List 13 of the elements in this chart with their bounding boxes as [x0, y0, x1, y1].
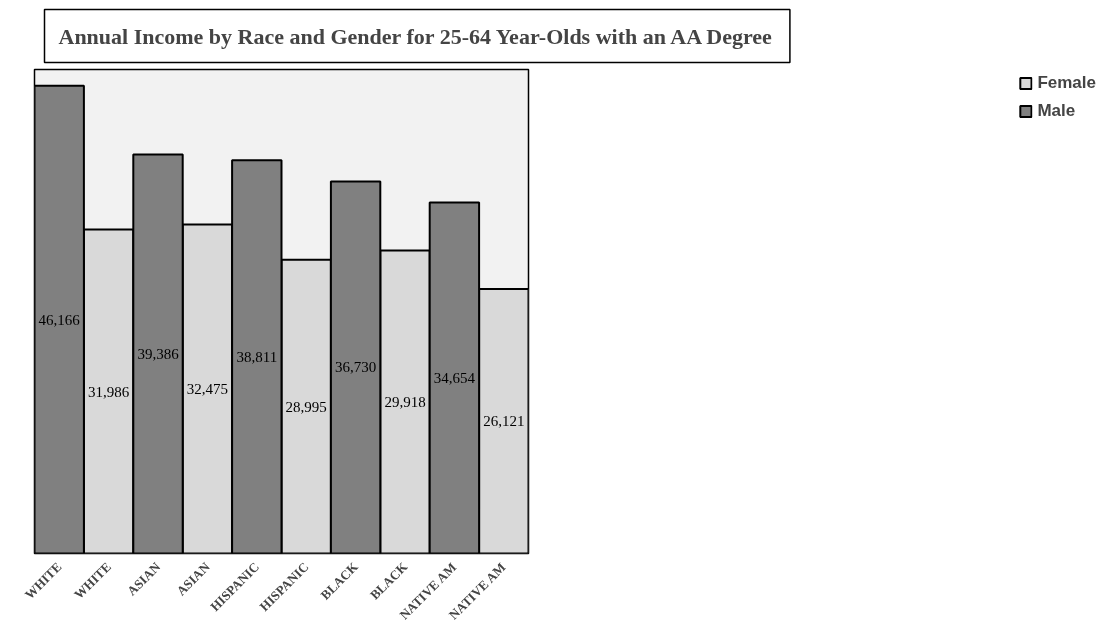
data-label: 46,166 [38, 311, 81, 328]
chart-title: Annual Income by Race and Gender for 25-64 Year-Olds with an AA Degree [58, 23, 773, 49]
data-label: 28,995 [285, 398, 327, 415]
data-label: 31,986 [87, 383, 130, 400]
data-label: 39,386 [137, 346, 180, 363]
data-label: 36,730 [334, 359, 377, 376]
data-label: 29,918 [384, 393, 426, 410]
data-label: 34,654 [433, 369, 476, 386]
data-label: 32,475 [186, 381, 229, 398]
data-label: 26,121 [483, 413, 525, 430]
legend-label: Male [1037, 101, 1076, 121]
data-label: 38,811 [236, 348, 278, 365]
legend-label: Female [1037, 73, 1096, 93]
